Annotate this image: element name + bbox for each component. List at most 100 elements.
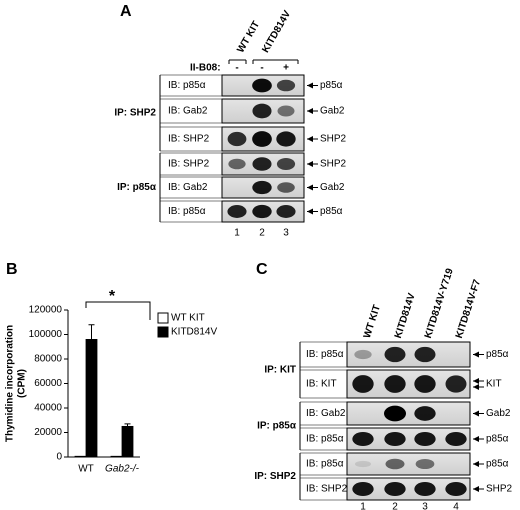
band: [445, 375, 467, 393]
legend-swatch: [157, 312, 169, 324]
arrow-head: [307, 82, 313, 89]
marker-label: SHP2: [486, 484, 513, 495]
blot: [346, 401, 471, 426]
annotation: *: [109, 288, 116, 305]
column-header: KITD814V: [393, 292, 418, 340]
arrow-head: [473, 384, 479, 390]
panel-label: C: [256, 261, 268, 278]
treatment: -: [235, 63, 238, 74]
lane-number: 1: [360, 502, 366, 510]
band: [384, 482, 406, 496]
band: [252, 180, 272, 195]
band: [414, 375, 436, 393]
arrow-head: [473, 351, 479, 358]
band: [414, 406, 436, 421]
band: [445, 482, 467, 496]
blot: [346, 452, 471, 476]
arrow-head: [473, 486, 479, 492]
band: [384, 346, 406, 363]
ib-label: IB: p85α: [306, 459, 344, 470]
significance-bracket: [85, 301, 151, 320]
band: [415, 458, 435, 470]
band: [276, 79, 296, 92]
band: [354, 349, 372, 360]
arrow-head: [307, 184, 313, 191]
column-header: WT KIT: [362, 304, 383, 340]
lane-number: 3: [283, 228, 289, 239]
band: [384, 405, 406, 422]
bar: [74, 455, 87, 458]
band: [252, 204, 272, 219]
band: [352, 432, 374, 446]
ib-label: IB: p85α: [168, 206, 206, 217]
band: [252, 131, 272, 147]
ib-label: IB: KIT: [306, 379, 337, 390]
y-tick-label: 100000: [29, 329, 63, 340]
y-tick-label: 0: [56, 452, 62, 463]
blot: [346, 341, 471, 368]
y-axis-label: Thymidine incorporation: [5, 325, 16, 442]
blot: [346, 477, 471, 501]
marker-label: Gab2: [486, 408, 511, 419]
band: [414, 346, 436, 363]
ib-label: IB: SHP2: [168, 159, 210, 170]
band: [384, 375, 406, 393]
band: [354, 460, 372, 468]
ib-label: IB: SHP2: [168, 134, 210, 145]
ip-label: IP: p85α: [117, 182, 157, 193]
error-bar: [88, 324, 95, 340]
y-tick-label: 80000: [34, 354, 62, 365]
ib-label: IB: p85α: [306, 434, 344, 445]
y-axis-label: (CPM): [17, 369, 28, 398]
ip-label: IP: KIT: [264, 365, 296, 376]
legend-label: WT KIT: [171, 313, 205, 324]
blot: [346, 427, 471, 451]
marker-label: SHP2: [320, 159, 347, 170]
column-header: KITD814V: [260, 9, 293, 55]
band: [276, 205, 296, 218]
ip-label: IP: p85α: [257, 421, 297, 432]
arrow-head: [307, 108, 313, 114]
x-tick-label: Gab2-/-: [105, 464, 140, 475]
ib-label: IB: p85α: [306, 349, 344, 360]
ip-label: IP: SHP2: [254, 471, 296, 482]
treatment-label: II-B08:: [190, 63, 221, 74]
band: [276, 157, 296, 171]
lane-number: 3: [422, 502, 428, 510]
legend-swatch: [157, 326, 169, 338]
band: [228, 158, 246, 170]
treatment: -: [260, 63, 263, 74]
ib-label: IB: Gab2: [306, 408, 346, 419]
band: [385, 458, 405, 470]
band: [414, 482, 436, 496]
lane-number: 1: [234, 228, 240, 239]
bar: [110, 455, 123, 458]
ib-label: IB: Gab2: [168, 182, 208, 193]
arrow-head: [473, 378, 479, 384]
arrow-head: [307, 208, 313, 215]
lane-number: 2: [392, 502, 398, 510]
y-tick-label: 40000: [34, 403, 62, 414]
band: [227, 205, 247, 218]
treatment: +: [283, 63, 289, 74]
band: [227, 131, 247, 147]
lane-number: 2: [259, 228, 265, 239]
y-tick-label: 20000: [34, 427, 62, 438]
band: [384, 432, 406, 446]
arrow-head: [473, 436, 479, 442]
arrow-head: [473, 410, 479, 417]
band: [352, 375, 374, 393]
marker-label: KIT: [486, 379, 502, 390]
band: [276, 131, 296, 147]
band: [445, 432, 467, 446]
bar: [85, 338, 98, 458]
ib-label: IB: SHP2: [306, 484, 348, 495]
band: [277, 182, 295, 193]
error-bar: [124, 423, 131, 427]
band: [277, 105, 295, 117]
arrow-head: [307, 161, 313, 167]
lane-number: 4: [453, 502, 459, 510]
marker-label: SHP2: [320, 134, 347, 145]
legend-label: KITD814V: [171, 327, 217, 338]
